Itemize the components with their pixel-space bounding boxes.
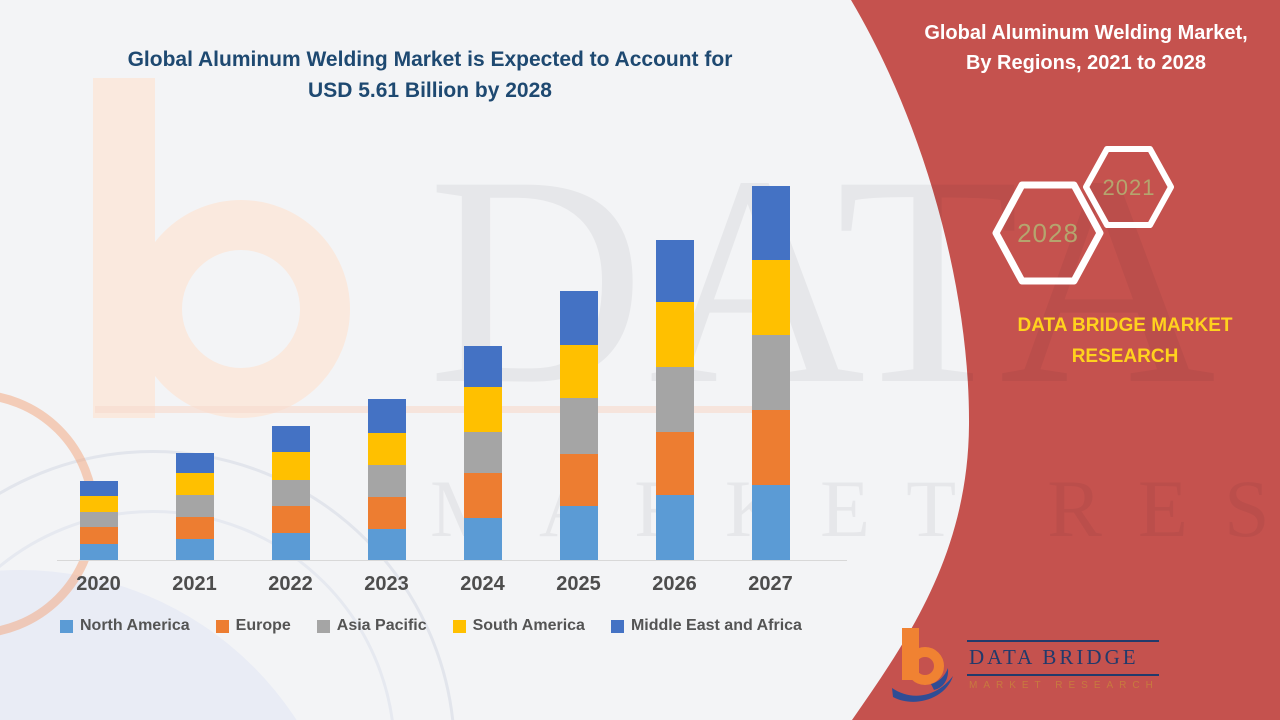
- legend-item-south-america: South America: [452, 617, 585, 635]
- bar-segment-europe: [559, 454, 598, 506]
- bar-segment-asia-pacific: [559, 398, 598, 454]
- bar-segment-asia-pacific: [271, 480, 310, 506]
- legend-item-europe: Europe: [215, 617, 291, 635]
- bar-segment-north-america: [559, 506, 598, 560]
- bar-segment-europe: [751, 410, 790, 485]
- bar-segment-asia-pacific: [655, 367, 694, 432]
- chart-legend: North America Europe Asia Pacific South Ame…: [60, 617, 860, 635]
- legend-label: North America: [80, 617, 190, 634]
- bar-segment-north-america: [463, 518, 502, 560]
- x-axis-label-2027: 2027: [748, 573, 793, 595]
- legend-swatch-icon: [610, 619, 624, 633]
- x-axis-label-2023: 2023: [364, 573, 409, 595]
- bar-segment-asia-pacific: [463, 432, 502, 473]
- bar-segment-middle-east-and-africa: [79, 481, 118, 496]
- bar-segment-middle-east-and-africa: [559, 291, 598, 345]
- bar-2020: [79, 481, 118, 560]
- chart-title-line1: Global Aluminum Welding Market is Expect…: [127, 48, 733, 71]
- chart-title-line2: USD 5.61 Billion by 2028: [308, 79, 552, 102]
- bar-2023: [367, 399, 406, 560]
- company-logo-subtext: MARKET RESEARCH: [969, 679, 1159, 691]
- hexagon-2021-label: 2021: [1103, 175, 1156, 200]
- hexagon-2028: [992, 181, 1104, 285]
- bar-segment-south-america: [463, 387, 502, 432]
- bar-segment-middle-east-and-africa: [271, 426, 310, 452]
- brand-name-line2: RESEARCH: [1071, 346, 1179, 367]
- x-axis-label-2025: 2025: [556, 573, 601, 595]
- right-panel-title-line1: Global Aluminum Welding Market,: [924, 22, 1248, 44]
- bar-segment-north-america: [271, 533, 310, 560]
- bar-segment-south-america: [751, 260, 790, 335]
- company-logo-mark-icon: [892, 628, 953, 702]
- bar-segment-south-america: [271, 452, 310, 480]
- bar-segment-europe: [367, 497, 406, 529]
- bar-segment-south-america: [559, 345, 598, 398]
- x-axis-label-2022: 2022: [268, 573, 313, 595]
- legend-item-middle-east-and-africa: Middle East and Africa: [610, 617, 802, 635]
- chart-title: Global Aluminum Welding Market is Expect…: [70, 44, 790, 106]
- legend-label: South America: [472, 617, 585, 634]
- watermark-underline: [95, 406, 785, 413]
- legend-item-asia-pacific: Asia Pacific: [316, 617, 427, 635]
- bar-segment-north-america: [79, 544, 118, 560]
- bar-segment-south-america: [79, 496, 118, 512]
- bar-segment-europe: [175, 517, 214, 539]
- hexagon-2028-label: 2028: [1017, 218, 1079, 248]
- legend-swatch-icon: [316, 619, 330, 633]
- bar-segment-europe: [463, 473, 502, 518]
- legend-swatch-icon: [60, 619, 73, 633]
- bar-segment-north-america: [367, 529, 406, 560]
- legend-swatch-icon: [215, 619, 229, 633]
- legend-label: Middle East and Africa: [630, 617, 802, 634]
- company-logo-wordmark: DATA BRIDGE: [967, 639, 1159, 676]
- bar-2026: [655, 240, 694, 560]
- x-axis-label-2024: 2024: [460, 573, 505, 595]
- bar-2021: [175, 453, 214, 560]
- bar-segment-middle-east-and-africa: [463, 346, 502, 387]
- hexagon-2021: [1083, 146, 1174, 228]
- bar-2024: [463, 346, 502, 560]
- company-logo: DATA BRIDGE MARKET RESEARCH: [891, 626, 1159, 704]
- bar-2027: [751, 186, 790, 560]
- brand-name-text: DATA BRIDGE MARKET RESEARCH: [955, 310, 1280, 372]
- bar-segment-middle-east-and-africa: [367, 399, 406, 433]
- bar-segment-north-america: [175, 539, 214, 560]
- bar-2025: [559, 291, 598, 560]
- brand-name-line1: DATA BRIDGE MARKET: [1017, 315, 1233, 336]
- x-axis-labels: 2020 2021 2022 2023 2024 2025 2026 2027: [57, 573, 847, 599]
- bar-segment-north-america: [751, 485, 790, 560]
- bar-segment-europe: [79, 527, 118, 544]
- bar-segment-asia-pacific: [79, 512, 118, 527]
- bar-segment-north-america: [655, 495, 694, 560]
- legend-item-north-america: North America: [60, 617, 190, 635]
- bar-segment-europe: [655, 432, 694, 495]
- x-axis-label-2026: 2026: [652, 573, 697, 595]
- bar-segment-south-america: [175, 473, 214, 495]
- legend-label: Asia Pacific: [336, 617, 427, 634]
- right-panel-title: Global Aluminum Welding Market, By Regio…: [898, 18, 1274, 78]
- legend-label: Europe: [235, 617, 291, 634]
- bar-segment-asia-pacific: [751, 335, 790, 410]
- bar-segment-middle-east-and-africa: [751, 186, 790, 260]
- x-axis-label-2020: 2020: [76, 573, 121, 595]
- x-axis-label-2021: 2021: [172, 573, 217, 595]
- bar-segment-asia-pacific: [175, 495, 214, 517]
- bar-segment-south-america: [367, 433, 406, 465]
- bar-2022: [271, 426, 310, 560]
- plot-area: [57, 180, 847, 561]
- year-hexagons: 2028 2021: [992, 146, 1174, 285]
- bar-segment-middle-east-and-africa: [175, 453, 214, 473]
- bar-segment-south-america: [655, 302, 694, 367]
- bar-segment-asia-pacific: [367, 465, 406, 497]
- bar-segment-europe: [271, 506, 310, 533]
- company-logo-text: DATA BRIDGE MARKET RESEARCH: [967, 639, 1159, 691]
- bar-segment-middle-east-and-africa: [655, 240, 694, 302]
- legend-swatch-icon: [452, 619, 466, 633]
- right-panel-title-line2: By Regions, 2021 to 2028: [965, 52, 1207, 74]
